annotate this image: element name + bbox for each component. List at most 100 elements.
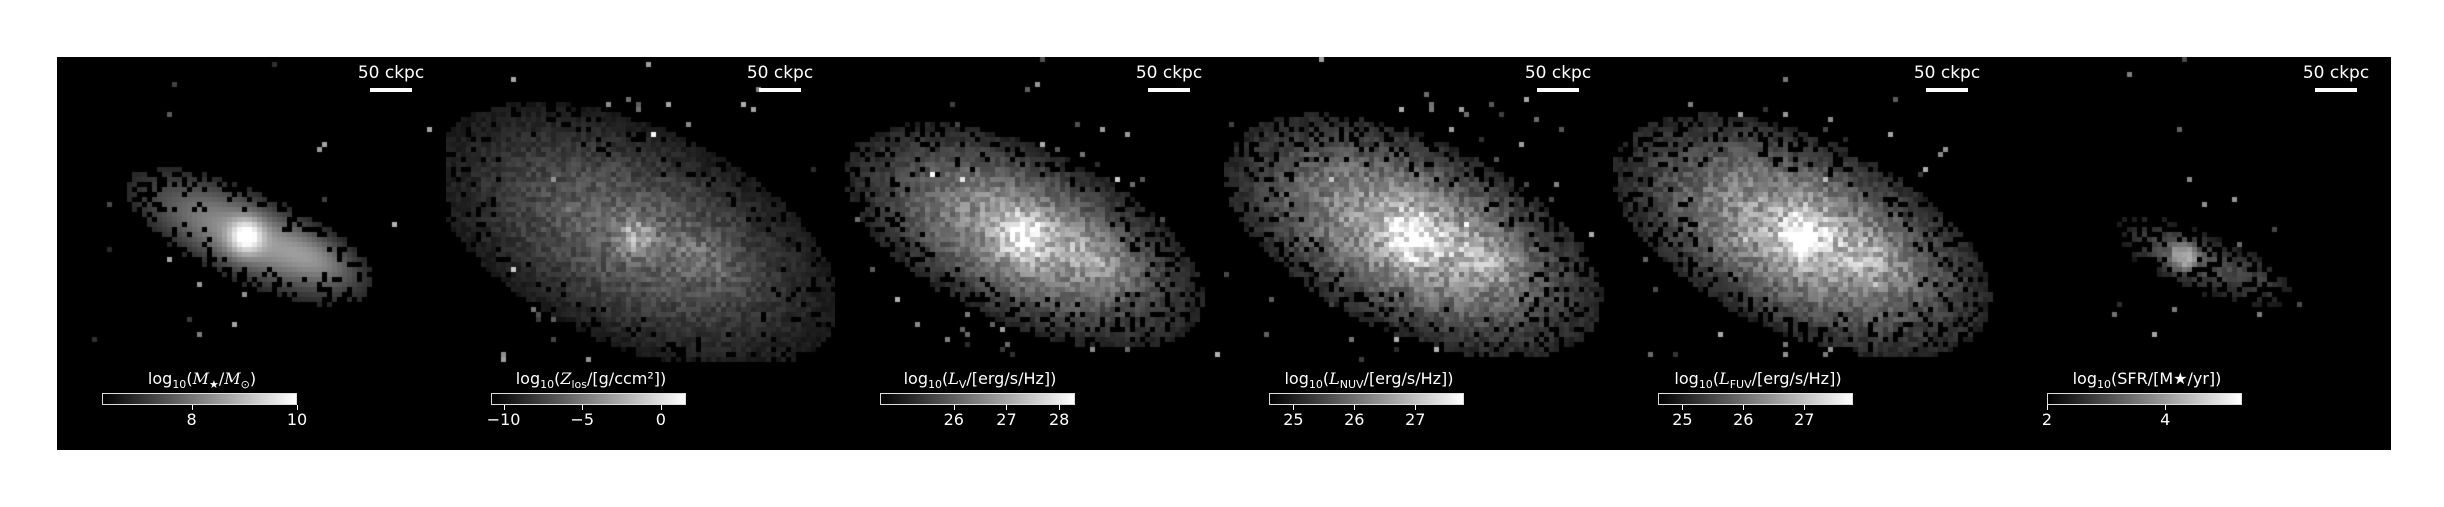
colorbar-tick-label: 8 (186, 410, 197, 429)
colorbar-tick-label: 26 (1344, 410, 1365, 429)
colorbar-tick-label: 0 (655, 410, 666, 429)
colorbar-label-part: / (218, 369, 225, 388)
colorbar-label-part: L (948, 369, 959, 388)
colorbar-tick-label: 25 (1672, 410, 1693, 429)
scale-bar-line (1926, 88, 1968, 92)
colorbar-label-part: ( (1712, 369, 1720, 388)
colorbar-tick-label: 2 (2041, 410, 2053, 429)
colorbar-label-part: 10 (540, 378, 555, 392)
colorbar-tick (503, 405, 505, 410)
scale-bar-label: 50 ckpc (746, 63, 814, 83)
colorbar-label-part: log (147, 369, 173, 388)
scale-bar-label: 50 ckpc (1524, 63, 1592, 83)
colorbar-tick (1059, 405, 1061, 410)
galaxy-image (835, 57, 1224, 450)
colorbar-label-part: log (1284, 369, 1309, 388)
scale-bar-line (759, 88, 801, 92)
colorbar-tick (660, 405, 662, 410)
colorbar-label-part: ( (942, 369, 949, 388)
colorbar-tick-label: 27 (1405, 410, 1426, 429)
colorbar-label-part: ( (1322, 369, 1330, 388)
colorbar-label-part: log (2072, 369, 2097, 388)
colorbar-tick (2047, 405, 2048, 410)
colorbar-label-part: NUV (1339, 378, 1364, 392)
colorbar-tick-label: 27 (1794, 410, 1815, 429)
colorbar-label-part: los (571, 378, 588, 392)
colorbar-tick (1743, 405, 1745, 410)
colorbar-tick (297, 405, 298, 410)
colorbar-tick (2165, 405, 2167, 410)
colorbar-label-part: (SFR/[M★/yr]) (2110, 369, 2222, 388)
colorbar-label: log10(LV/[erg/s/Hz]) (855, 369, 1105, 395)
colorbar-label-part: M (192, 369, 209, 388)
colorbar-label: log10(SFR/[M★/yr]) (2022, 369, 2272, 395)
scale-bar-label: 50 ckpc (2302, 63, 2370, 83)
galaxy-image (446, 57, 835, 450)
scale-bar: 50 ckpc (1523, 62, 1593, 92)
colorbar-label-part: ⊙ (240, 378, 250, 392)
colorbar-label-part: L (1329, 369, 1340, 388)
colorbar (1269, 393, 1464, 405)
colorbar (880, 393, 1075, 405)
scale-bar-line (370, 88, 412, 92)
colorbar-tick-label: 25 (1283, 410, 1304, 429)
colorbar-label-part: /[g/ccm²]) (587, 369, 667, 388)
colorbar-tick (1682, 405, 1684, 410)
colorbar-tick-label: 4 (2160, 410, 2171, 429)
colorbar (491, 393, 686, 405)
colorbar-tick (1293, 405, 1295, 410)
colorbar-label-part: /[erg/s/Hz]) (1751, 369, 1842, 388)
colorbar-label-part: /[erg/s/Hz]) (1363, 369, 1454, 388)
colorbar-label-part: ( (186, 369, 193, 388)
scale-bar: 50 ckpc (1134, 62, 1204, 92)
colorbar-label-part: M (224, 369, 241, 388)
scale-bar-line (1148, 88, 1190, 92)
scale-bar-label: 50 ckpc (357, 63, 425, 83)
scale-bar-line (2315, 88, 2357, 92)
colorbar-tick (1354, 405, 1356, 410)
colorbar-label-part: ( (554, 369, 561, 388)
colorbar-label-part: log (903, 369, 928, 388)
colorbar-tick (582, 405, 584, 410)
colorbar-label-part: ★ (208, 378, 219, 392)
colorbar-label-part: 10 (1308, 378, 1323, 392)
image-panel: 50 ckpc log10(LV/[erg/s/Hz]) 26 27 28 (835, 57, 1224, 450)
colorbar-tick-label: 26 (1733, 410, 1754, 429)
colorbar-tick-label: −10 (486, 410, 521, 429)
galaxy-image (1224, 57, 1613, 450)
colorbar-tick-label: 28 (1049, 410, 1070, 429)
colorbar-label: log10(LFUV/[erg/s/Hz]) (1633, 369, 1883, 395)
colorbar-tick (1804, 405, 1806, 410)
scale-bar-label: 50 ckpc (1135, 63, 1203, 83)
colorbar-label-part: V (958, 378, 967, 392)
colorbar-label-part: ) (249, 369, 257, 388)
colorbar-tick-label: −5 (570, 410, 594, 429)
colorbar-label-part: 10 (928, 378, 942, 392)
colorbar-tick (953, 405, 955, 410)
colorbar-label: log10(LNUV/[erg/s/Hz]) (1244, 369, 1494, 395)
image-panel: 50 ckpc log10(M★/M⊙) 8 10 (57, 57, 446, 450)
colorbar-tick-label: 27 (996, 410, 1017, 429)
figure: 50 ckpc log10(M★/M⊙) 8 10 50 ckpc log10(Zlos/… (57, 57, 2391, 450)
colorbar-label-part: log (1674, 369, 1699, 388)
colorbar-label-part: log (515, 369, 541, 388)
colorbar-label-part: 10 (172, 378, 187, 392)
colorbar-tick (1006, 405, 1008, 410)
scale-bar: 50 ckpc (745, 62, 815, 92)
colorbar-label-part: Z (560, 369, 572, 388)
galaxy-image (1613, 57, 2002, 450)
colorbar-label: log10(Zlos/[g/ccm²]) (466, 369, 716, 395)
image-panel: 50 ckpc log10(LNUV/[erg/s/Hz]) 25 26 27 (1224, 57, 1613, 450)
colorbar-label-part: L (1719, 369, 1730, 388)
image-panel: 50 ckpc log10(Zlos/[g/ccm²]) −10 −5 0 (446, 57, 835, 450)
colorbar (1658, 393, 1853, 405)
colorbar-label-part: /[erg/s/Hz]) (966, 369, 1057, 388)
galaxy-image (2002, 57, 2391, 450)
colorbar-label-part: FUV (1729, 378, 1752, 392)
galaxy-image (57, 57, 446, 450)
image-panel: 50 ckpc log10(SFR/[M★/yr]) 2 4 (2002, 57, 2391, 450)
scale-bar-label: 50 ckpc (1913, 63, 1981, 83)
colorbar (102, 393, 297, 405)
colorbar-tick-label: 10 (286, 410, 308, 429)
scale-bar: 50 ckpc (356, 62, 426, 92)
